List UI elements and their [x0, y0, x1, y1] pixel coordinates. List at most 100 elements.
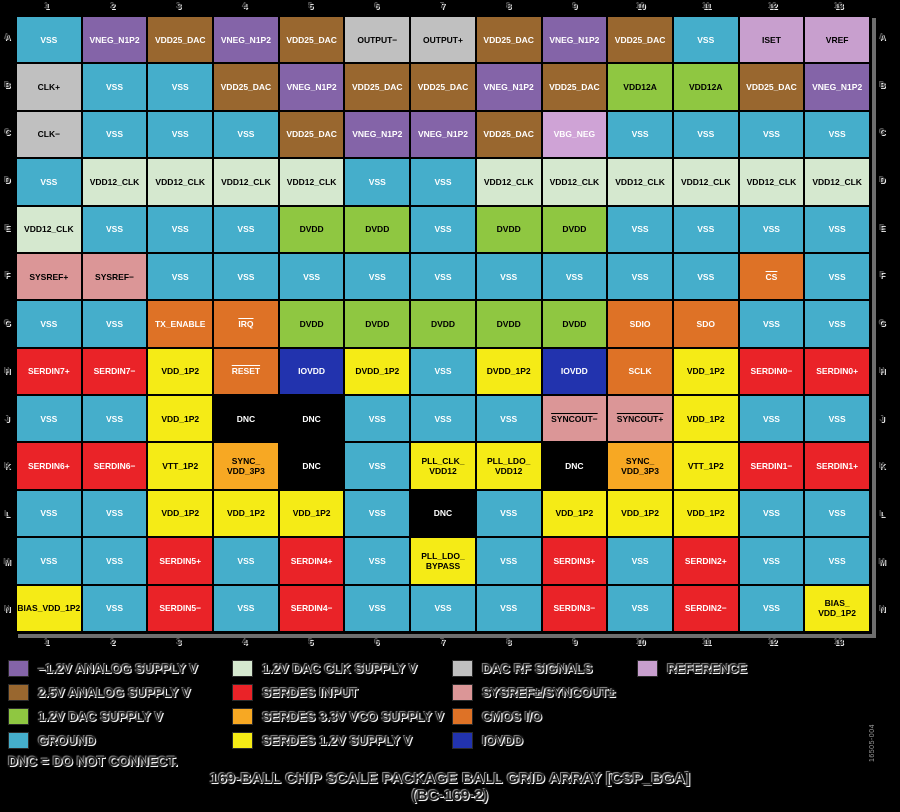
ball-K12: SERDIN1− — [738, 442, 805, 490]
ball-H4: RESET — [213, 347, 279, 396]
ball-F6: VSS — [344, 252, 411, 301]
ball-A2: VNEG_N1P2 — [81, 16, 148, 64]
figure-code: 16505-004 — [869, 724, 876, 762]
ball-A12: ISET — [738, 16, 805, 64]
ball-J13: VSS — [804, 395, 870, 443]
ball-F11: VSS — [672, 252, 739, 301]
col-label-bottom-12: 12 — [768, 638, 778, 647]
ball-G7: DVDD — [410, 300, 476, 348]
legend-label: –1.2V ANALOG SUPPLY V — [38, 660, 198, 676]
ball-A8: VDD25_DAC — [475, 16, 542, 64]
ball-N5: SERDIN4− — [278, 584, 345, 632]
legend-item: 1.2V DAC SUPPLY V — [8, 704, 238, 728]
ball-C1: CLK− — [16, 110, 82, 159]
ball-D10: VDD12_CLK — [607, 158, 673, 206]
col-label-top-1: 1 — [44, 2, 50, 11]
ball-N2: VSS — [81, 584, 148, 632]
legend-swatch-dac — [8, 707, 29, 725]
legend-label: SERDES 1.2V SUPPLY V — [262, 732, 413, 748]
row-label-left-A: A — [4, 33, 11, 42]
ball-B3: VSS — [147, 63, 214, 111]
ball-M6: VSS — [344, 537, 411, 585]
legend-label: SERDES INPUT — [262, 684, 359, 700]
ball-B11: VDD12A — [672, 63, 739, 111]
ball-E1: VDD12_CLK — [16, 205, 82, 253]
row-label-left-N: N — [4, 605, 11, 615]
ball-E2: VSS — [81, 205, 148, 253]
col-label-bottom-13: 13 — [834, 638, 844, 647]
ball-F7: VSS — [410, 252, 476, 301]
bga-grid: VSS VNEG_N1P2 VDD25_DAC VNEG_N1P2 VDD25_DAC O… — [14, 14, 872, 634]
legend-swatch-iovdd — [452, 731, 473, 749]
dnc-note: DNC = DO NOT CONNECT. — [8, 754, 178, 769]
ball-N10: VSS — [607, 584, 673, 632]
ball-N7: VSS — [410, 584, 476, 632]
ball-J8: VSS — [475, 395, 542, 443]
col-label-bottom-6: 6 — [374, 638, 380, 647]
ball-N8: VSS — [475, 584, 542, 632]
ball-L9: VDD_1P2 — [541, 489, 608, 538]
ball-L5: VDD_1P2 — [278, 489, 345, 538]
row-label-left-F: F — [5, 271, 10, 281]
legend-swatch-vco — [232, 707, 253, 725]
ball-D5: VDD12_CLK — [278, 158, 345, 206]
col-label-top-4: 4 — [242, 2, 248, 11]
legend-item: 2.5V ANALOG SUPPLY V — [8, 680, 238, 704]
row-label-left-J: J — [5, 414, 10, 424]
col-label-bottom-4: 4 — [242, 638, 248, 647]
ball-J4: DNC — [213, 395, 279, 443]
ball-L7: DNC — [410, 489, 476, 538]
ball-G10: SDIO — [607, 300, 673, 348]
ball-M3: SERDIN5+ — [147, 537, 214, 585]
row-label-right-G: G — [879, 319, 886, 329]
col-label-top-5: 5 — [308, 2, 314, 11]
ball-D1: VSS — [16, 158, 82, 206]
ball-K11: VTT_1P2 — [672, 442, 739, 490]
col-label-top-13: 13 — [834, 2, 844, 11]
legend-label: REFERENCE — [667, 660, 748, 676]
ball-C2: VSS — [81, 110, 148, 159]
ball-N12: VSS — [738, 584, 805, 632]
ball-N13: BIAS_ VDD_1P2 — [804, 584, 870, 632]
ball-K13: SERDIN1+ — [804, 442, 870, 490]
ball-E9: DVDD — [541, 205, 608, 253]
ball-A5: VDD25_DAC — [278, 16, 345, 64]
legend-label: DAC RF SIGNALS — [482, 660, 593, 676]
ball-F12: CS — [738, 252, 805, 301]
ball-H12: SERDIN0− — [738, 347, 805, 396]
legend-swatch-y12 — [232, 731, 253, 749]
legend-swatch-rf — [452, 659, 473, 677]
ball-A7: OUTPUT+ — [410, 16, 476, 64]
ball-E10: VSS — [607, 205, 673, 253]
row-label-left-E: E — [4, 223, 11, 233]
ball-G12: VSS — [738, 300, 805, 348]
legend-label: 1.2V DAC CLK SUPPLY V — [262, 660, 418, 676]
col-label-top-9: 9 — [572, 2, 578, 11]
ball-E6: DVDD — [344, 205, 411, 253]
ball-F1: SYSREF+ — [16, 252, 82, 301]
legend-item: REFERENCE — [637, 656, 867, 680]
ball-C12: VSS — [738, 110, 805, 159]
row-label-right-L: L — [880, 509, 885, 519]
ball-L3: VDD_1P2 — [147, 489, 214, 538]
row-label-left-M: M — [4, 557, 11, 567]
row-label-right-N: N — [879, 605, 886, 615]
ball-N11: SERDIN2− — [672, 584, 739, 632]
ball-H2: SERDIN7− — [81, 347, 148, 396]
row-label-left-H: H — [4, 366, 11, 376]
ball-M1: VSS — [16, 537, 82, 585]
ball-D4: VDD12_CLK — [213, 158, 279, 206]
row-label-left-K: K — [4, 462, 11, 472]
ball-L12: VSS — [738, 489, 805, 538]
col-label-bottom-7: 7 — [440, 638, 446, 647]
ball-F4: VSS — [213, 252, 279, 301]
legend-item: SYSREF±/SYNCOUT± — [452, 680, 682, 704]
legend-label: 1.2V DAC SUPPLY V — [38, 708, 163, 724]
ball-M4: VSS — [213, 537, 279, 585]
row-label-left-B: B — [4, 80, 11, 90]
ball-F5: VSS — [278, 252, 345, 301]
legend-item: 1.2V DAC CLK SUPPLY V — [232, 656, 462, 680]
ball-M10: VSS — [607, 537, 673, 585]
row-label-right-C: C — [879, 128, 886, 138]
